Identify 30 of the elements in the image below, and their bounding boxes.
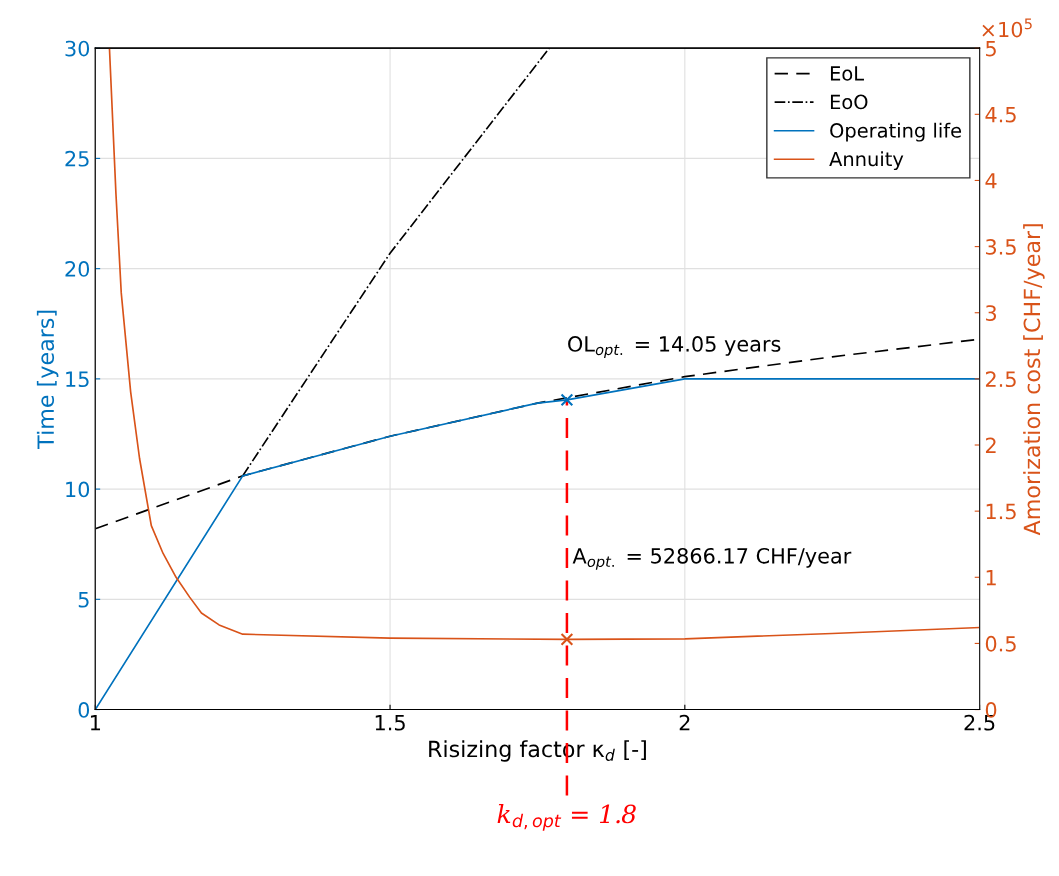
x-tick-label: 2 <box>679 714 690 731</box>
y2-axis-title: Amorization cost [CHF/year] <box>1023 224 1045 536</box>
x-tick-label: 1 <box>90 715 101 731</box>
y2-tick-label: 2.5 <box>985 371 1016 388</box>
y-tick-label: 30 <box>65 40 90 57</box>
y-tick-label: 25 <box>65 150 89 167</box>
y2-tick-label: 4 <box>985 173 997 189</box>
y2-tick-label: 5 <box>986 40 996 57</box>
y2-tick-label: 3.5 <box>986 239 1016 255</box>
y-tick-label: 20 <box>65 261 90 277</box>
annotation: A$_{opt.}$ = 52866.17 CHF/year <box>572 547 852 570</box>
legend-label: EoL <box>830 66 864 81</box>
y-axis-title: Time [years] <box>36 310 59 449</box>
legend-label: Annuity <box>829 151 904 171</box>
x-tick-label: 1.5 <box>375 715 405 731</box>
y-tick-label: 5 <box>78 592 89 608</box>
y2-tick-label: 2 <box>985 437 996 453</box>
y2-tick-label: 1 <box>986 570 996 586</box>
legend-label: EoO <box>830 94 868 110</box>
ref-line-label: k$_{d,opt}$ = 1.8 <box>497 804 636 831</box>
y2-tick-label: 0.5 <box>985 635 1016 652</box>
annotation: OL$_{opt.}$ = 14.05 years <box>568 336 781 358</box>
y2-tick-label: 1.5 <box>986 503 1016 520</box>
y2-tick-label: 4.5 <box>985 107 1016 123</box>
y-tick-label: 0 <box>78 702 90 718</box>
y-tick-label: 15 <box>66 371 89 388</box>
y-tick-label: 10 <box>66 481 90 498</box>
y2-tick-label: 3 <box>986 305 997 321</box>
legend-label: Operating life <box>830 122 962 142</box>
text: ×10$^{5}$ <box>982 18 1032 38</box>
